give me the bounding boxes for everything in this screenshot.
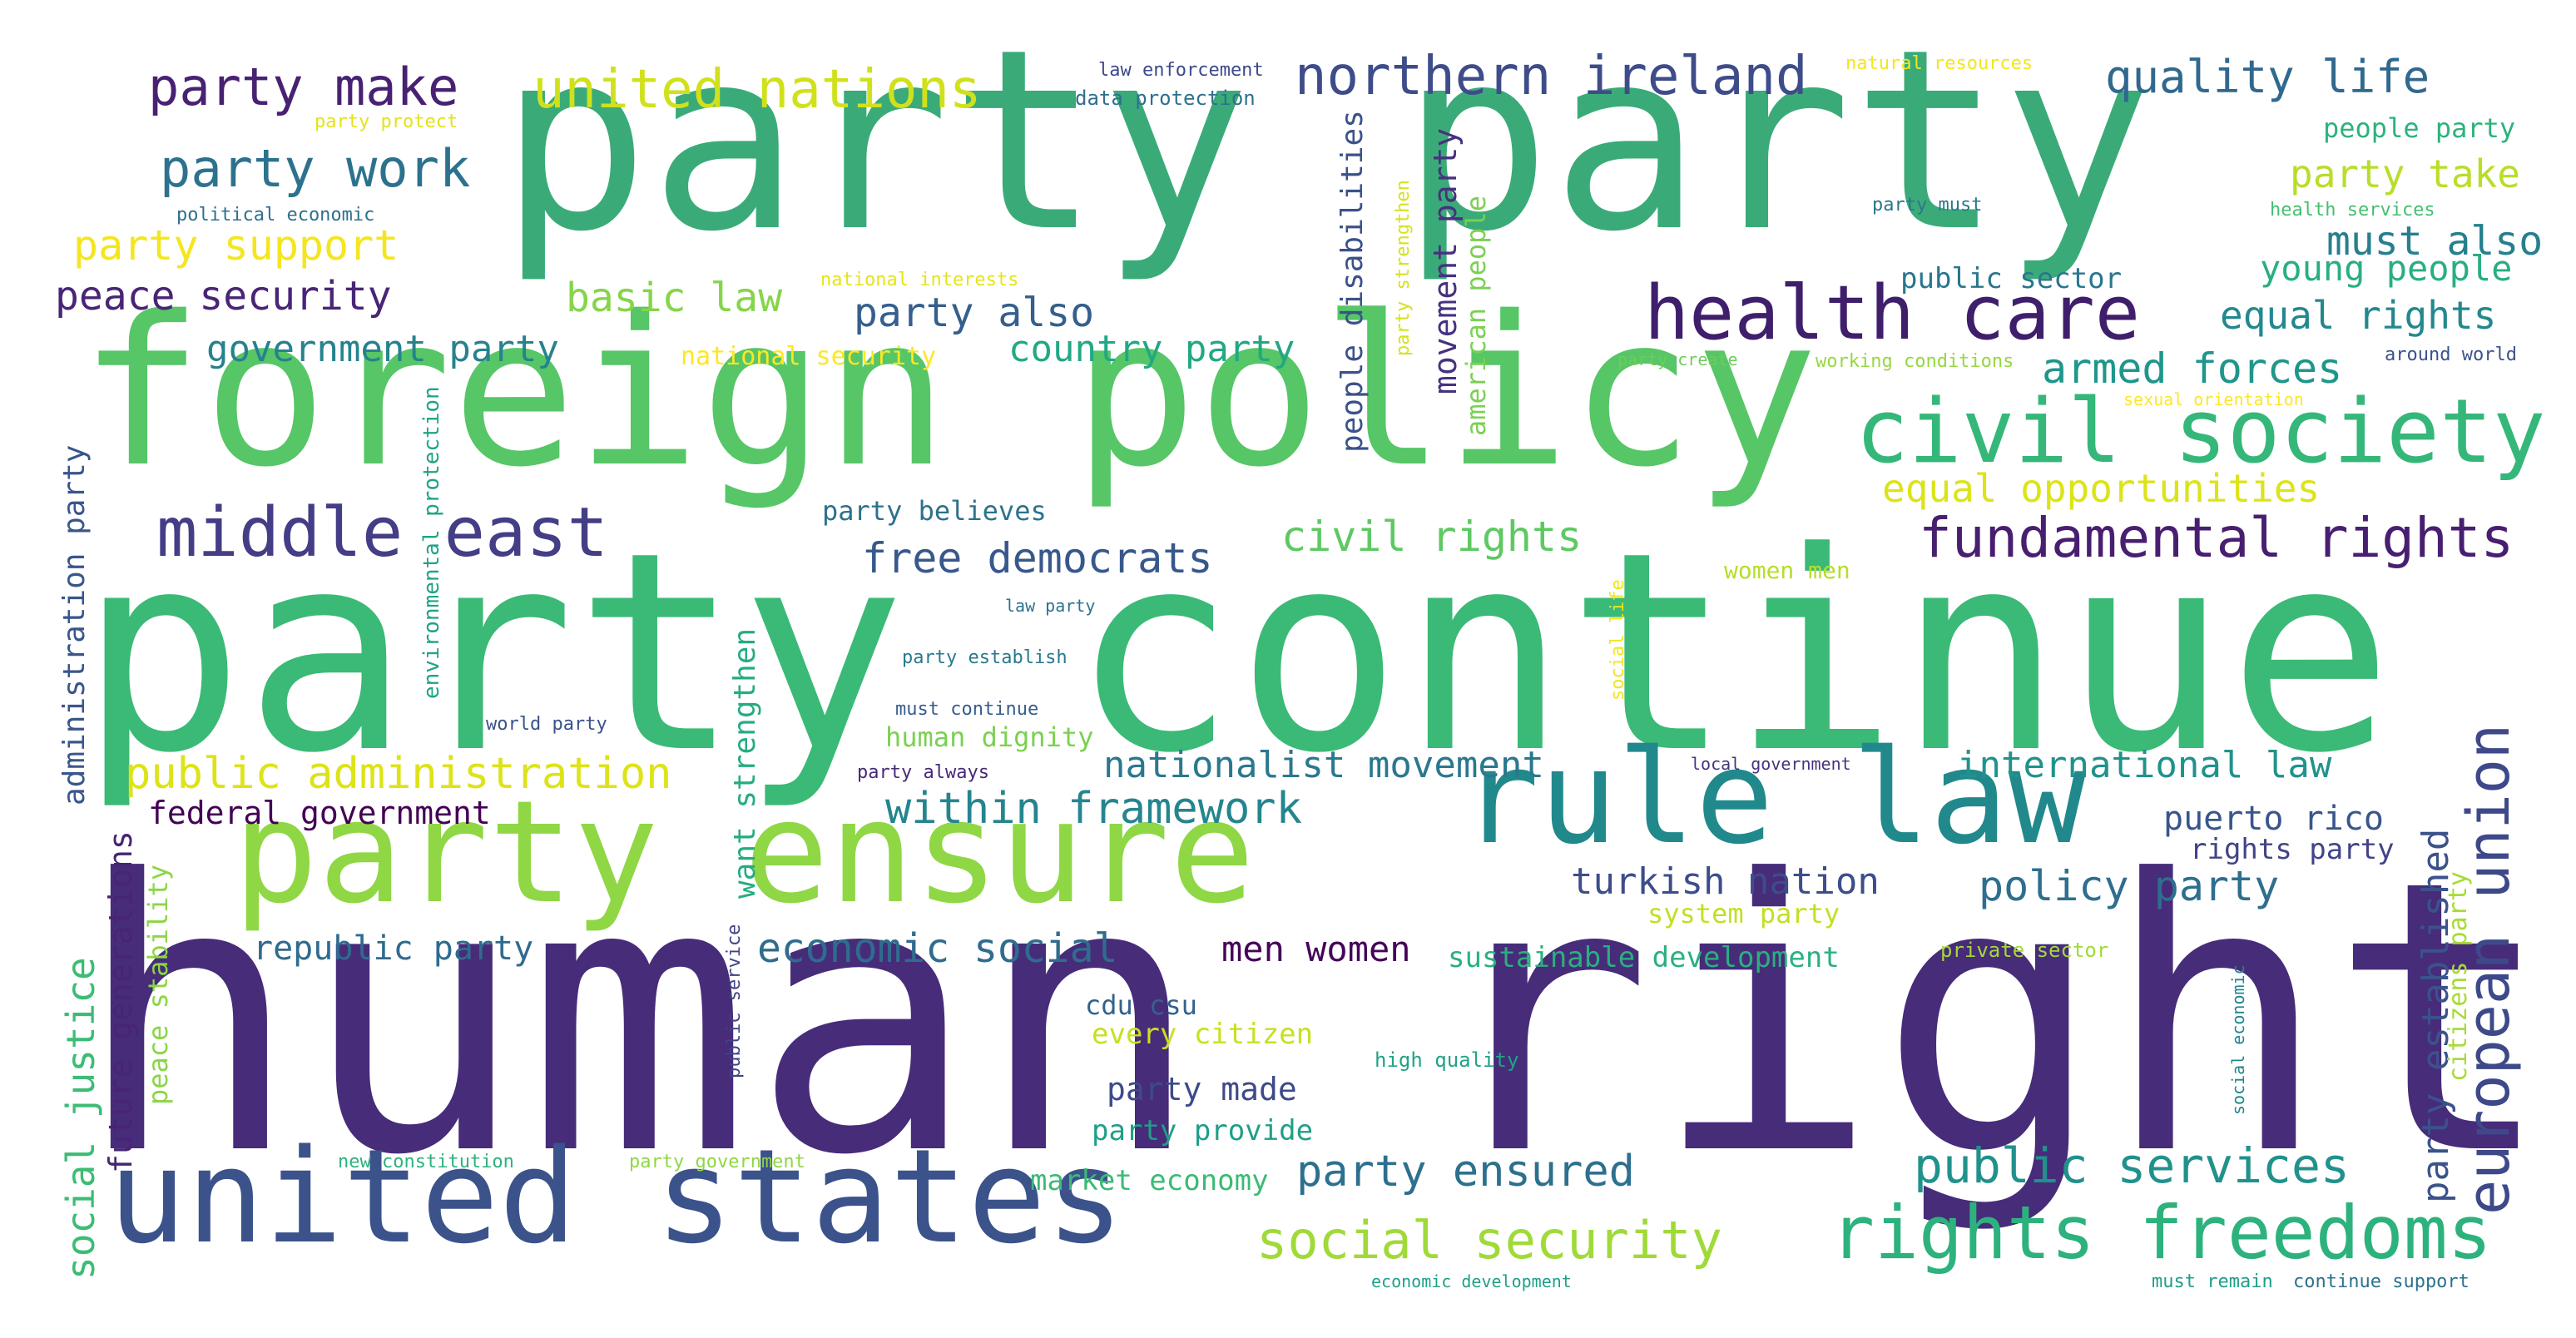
word-party-make: party make [148, 57, 459, 117]
word-human-dignity: human dignity [885, 721, 1094, 753]
word-armed-forces: armed forces [2042, 344, 2343, 393]
word-women-men: women men [1724, 557, 1850, 584]
word-citizens-party: citizens party [2444, 871, 2473, 1082]
word-human-rights: human rights [75, 801, 2576, 1237]
word-civil-rights: civil rights [1281, 513, 1583, 561]
word-fundamental-rights: fundamental rights [1919, 506, 2514, 570]
word-working-conditions: working conditions [1816, 351, 2014, 372]
word-peace-stability: peace stability [142, 865, 174, 1105]
word-equal-opportunities: equal opportunities [1882, 466, 2321, 511]
word-must-also: must also [2326, 218, 2544, 265]
word-sexual-orientation: sexual orientation [2123, 389, 2304, 409]
word-puerto-rico: puerto rico [2163, 800, 2384, 838]
word-party-provide: party provide [1092, 1114, 1314, 1147]
word-health-services: health services [2270, 200, 2435, 221]
word-government-party: government party [206, 328, 559, 370]
word-social-security: social security [1256, 1210, 1722, 1271]
word-data-protection: data protection [1075, 87, 1256, 110]
word-system-party: system party [1647, 898, 1840, 929]
word-rights-freedoms: rights freedoms [1830, 1190, 2492, 1276]
word-law-enforcement: law enforcement [1098, 60, 1264, 81]
word-quality-life: quality life [2105, 51, 2430, 103]
word-peace-security: peace security [55, 273, 392, 320]
word-around-world: around world [2385, 344, 2517, 365]
word-party-believes: party believes [822, 495, 1047, 527]
word-party-establish: party establish [902, 647, 1068, 668]
word-political-economic: political economic [176, 205, 375, 225]
word-party-work: party work [160, 138, 471, 199]
word-party-party: party party [499, 0, 2152, 286]
word-national-security: national security [681, 342, 937, 371]
word-natural-resources: natural resources [1845, 53, 2034, 74]
word-civil-society: civil society [1855, 380, 2546, 483]
word-want-strengthen: want strengthen [728, 627, 762, 899]
word-public-administration: public administration [125, 749, 672, 799]
word-middle-east: middle east [156, 493, 609, 572]
word-party-government: party government [629, 1152, 805, 1172]
word-high-quality: high quality [1375, 1048, 1519, 1072]
word-must-remain: must remain [2152, 1271, 2273, 1292]
word-sustainable-development: sustainable development [1448, 941, 1840, 974]
word-republic-party: republic party [253, 929, 534, 968]
word-public-sector: public sector [1900, 262, 2123, 295]
word-market-economy: market economy [1030, 1164, 1269, 1197]
word-party-take: party take [2290, 151, 2520, 196]
word-national-interests: national interests [820, 270, 1019, 290]
word-american-people: american people [1460, 196, 1492, 436]
word-party-must: party must [1872, 195, 1983, 216]
word-northern-ireland: northern ireland [1295, 46, 1808, 107]
word-health-care: health care [1644, 270, 2141, 357]
word-public-services: public services [1914, 1137, 2350, 1194]
word-rule-law: rule law [1461, 721, 2087, 873]
word-party-strengthen: party strengthen [1393, 180, 1414, 356]
word-movement-party: movement party [1427, 127, 1464, 394]
word-rights-party: rights party [2190, 833, 2395, 866]
word-party-also: party also [854, 290, 1094, 336]
word-cdu-csu: cdu csu [1085, 989, 1197, 1021]
word-people-party: people party [2323, 112, 2516, 144]
word-continue-support: continue support [2293, 1271, 2469, 1292]
word-party-protect: party protect [315, 112, 458, 132]
word-united-nations: united nations [533, 59, 982, 121]
word-private-sector: private sector [1940, 939, 2109, 962]
word-environmental-protection: environmental protection [419, 386, 444, 699]
word-social-justice: social justice [58, 957, 103, 1280]
word-nationalist-movement: nationalist movement [1103, 744, 1544, 786]
word-united-states: united states [108, 1121, 1124, 1272]
word-party-made: party made [1107, 1071, 1297, 1108]
word-party-always: party always [857, 762, 989, 783]
word-party-continue: party continue [79, 493, 2394, 813]
word-party-support: party support [73, 221, 399, 270]
word-within-framework: within framework [885, 784, 1302, 834]
word-public-service: public service [724, 924, 745, 1078]
word-people-disabilities: people disabilities [1335, 110, 1370, 453]
word-turkish-nation: turkish nation [1571, 860, 1880, 903]
word-basic-law: basic law [566, 275, 783, 321]
word-country-party: country party [1008, 328, 1295, 370]
word-party-ensured: party ensured [1296, 1147, 1635, 1197]
word-equal-rights: equal rights [2220, 293, 2497, 338]
word-law-party: law party [1005, 596, 1096, 616]
word-party-ensure: party ensure [233, 771, 1256, 935]
word-young-people: young people [2260, 248, 2513, 289]
word-world-party: world party [486, 714, 607, 735]
word-economic-development: economic development [1371, 1271, 1572, 1291]
word-federal-government: federal government [148, 795, 491, 831]
word-administration-party: administration party [57, 444, 92, 805]
word-free-democrats: free democrats [862, 534, 1213, 582]
word-economic-social: economic social [757, 925, 1118, 972]
word-foreign-policy: foreign policy [79, 273, 1819, 513]
word-international-law: international law [1957, 744, 2332, 786]
word-future-generations: future generations [102, 830, 139, 1173]
word-party-create: party create [1617, 349, 1738, 369]
word-local-government: local government [1691, 754, 1851, 774]
word-every-citizen: every citizen [1092, 1018, 1314, 1051]
word-must-continue: must continue [895, 699, 1039, 720]
word-social-life: social life [1608, 579, 1628, 701]
word-social-economic: social economic [2228, 964, 2248, 1115]
word-new-constitution: new constitution [338, 1152, 514, 1172]
word-men-women: men women [1221, 929, 1411, 969]
word-policy-party: policy party [1979, 862, 2280, 910]
